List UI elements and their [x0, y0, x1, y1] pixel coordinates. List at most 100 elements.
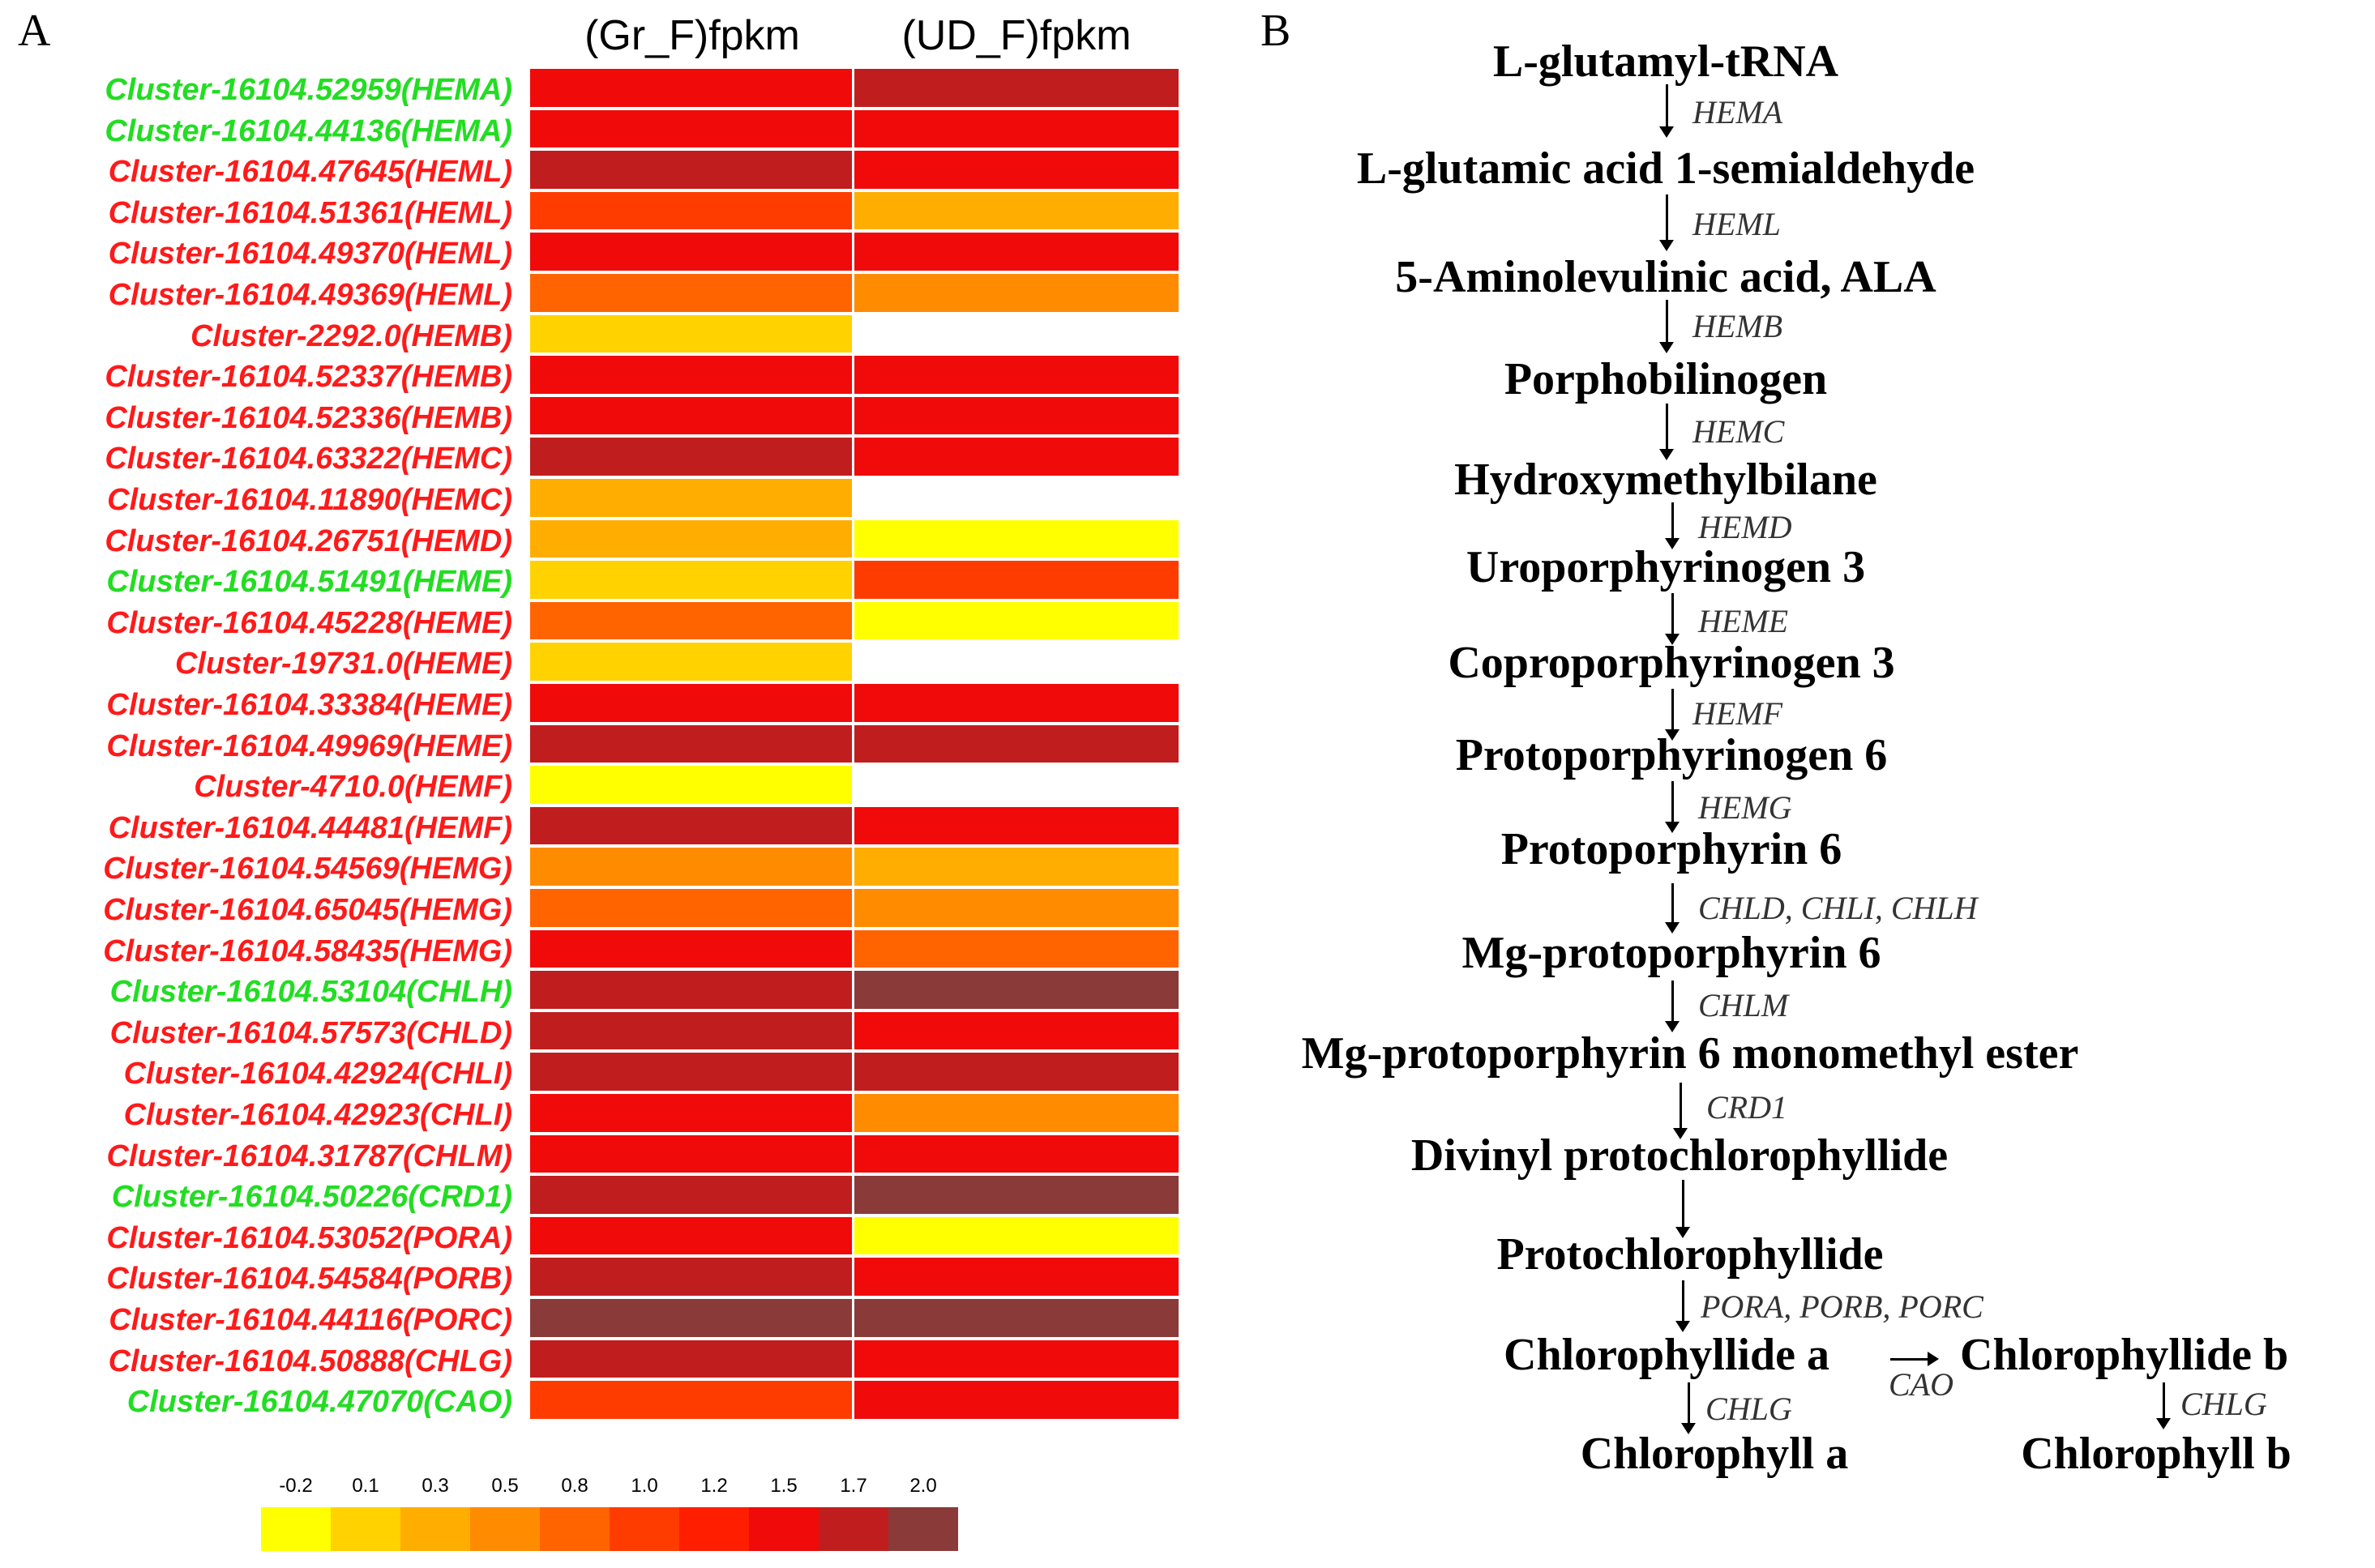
row-label: Cluster-16104.65045(HEMG)	[103, 893, 512, 927]
heatmap-cell	[530, 1216, 852, 1258]
arrow-chl	[1665, 883, 1680, 934]
heatmap-cell	[530, 356, 852, 397]
arrow-hema	[1659, 84, 1674, 138]
heatmap-cell	[530, 1176, 852, 1217]
row-label: Cluster-16104.26751(HEMD)	[105, 523, 512, 558]
arrow-chlg-b	[2156, 1382, 2171, 1429]
enzyme-heml: HEML	[1692, 206, 1781, 242]
heatmap-cell	[530, 889, 852, 930]
row-label: Cluster-16104.49369(HEML)	[108, 278, 512, 312]
heatmap-cell	[854, 356, 1179, 397]
compound-glutamate-semialdehyde: L-glutamic acid 1-semialdehyde	[1356, 143, 1975, 194]
heatmap-cell	[530, 601, 852, 643]
compound-coproporphyrinogen-3: Coproporphyrinogen 3	[1448, 638, 1895, 688]
legend-tick-label: 1.7	[840, 1475, 867, 1497]
legend-tick-label: 1.2	[700, 1475, 728, 1497]
compound-l-glutamyl-trna: L-glutamyl-tRNA	[1492, 36, 1839, 87]
heatmap-cell	[854, 314, 1179, 357]
row-label: Cluster-16104.31787(CHLM)	[106, 1139, 512, 1173]
heatmap-cell	[854, 69, 1179, 110]
compound-chlorophyll-a: Chlorophyll a	[1580, 1429, 1849, 1479]
heatmap-cell	[530, 806, 852, 848]
arrow-hemg	[1665, 781, 1680, 833]
heatmap-cell	[854, 1258, 1179, 1299]
enzyme-cao: CAO	[1889, 1366, 1953, 1403]
heatmap-cell	[854, 191, 1179, 233]
row-label: Cluster-16104.52336(HEMB)	[105, 400, 512, 435]
legend-swatch	[610, 1507, 679, 1551]
heatmap-cell	[854, 1134, 1179, 1177]
heatmap-cell	[530, 684, 852, 725]
heatmap-cell	[854, 519, 1179, 562]
heatmap-cell	[854, 151, 1179, 192]
row-label: Cluster-16104.63322(HEMC)	[105, 442, 512, 476]
heatmap-cell	[530, 1094, 852, 1135]
enzyme-hemd: HEMD	[1698, 509, 1792, 545]
legend-tick-label: -0.2	[279, 1475, 313, 1497]
enzyme-hemg: HEMG	[1698, 789, 1792, 826]
arrow-hemf	[1665, 689, 1680, 741]
heatmap-cell	[530, 1381, 852, 1422]
enzyme-chlm: CHLM	[1698, 987, 1789, 1023]
legend-tick-label: 1.5	[770, 1475, 798, 1497]
compound-mg-protoporphyrin-6-monomethyl-ester: Mg-protoporphyrin 6 monomethyl ester	[1301, 1028, 2079, 1079]
heatmap-cell	[854, 971, 1179, 1012]
heatmap-cell	[854, 396, 1179, 438]
arrow-heml	[1659, 194, 1674, 251]
compound-chlorophyllide-a: Chlorophyllide a	[1504, 1330, 1829, 1380]
enzyme-heme: HEME	[1698, 603, 1789, 639]
row-label: Cluster-19731.0(HEME)	[174, 647, 512, 681]
legend-tick-label: 1.0	[631, 1475, 658, 1497]
row-label: Cluster-16104.57573(CHLD)	[109, 1015, 512, 1050]
row-label: Cluster-16104.52337(HEMB)	[105, 360, 512, 395]
heatmap-cell	[530, 848, 852, 889]
row-label: Cluster-16104.53052(PORA)	[106, 1220, 512, 1255]
enzyme-hemb: HEMB	[1692, 308, 1783, 344]
heatmap-cell	[854, 109, 1179, 152]
heatmap-cell	[530, 191, 852, 233]
heatmap-cell	[530, 1339, 852, 1382]
heatmap-cell	[854, 274, 1179, 315]
arrow-hemc	[1659, 404, 1674, 460]
row-label: Cluster-16104.54584(PORB)	[106, 1262, 512, 1297]
compound-divinyl-protochlorophyllide: Divinyl protochlorophyllide	[1410, 1130, 1949, 1181]
legend-swatch	[679, 1507, 749, 1551]
column-header-gr-f: (Gr_F)fpkm	[584, 12, 800, 59]
arrow-chlg-a	[1681, 1382, 1696, 1434]
legend-swatch	[749, 1507, 819, 1551]
row-label: Cluster-16104.49969(HEME)	[106, 728, 512, 763]
heatmap-cell	[854, 848, 1179, 889]
enzyme-crd1: CRD1	[1706, 1089, 1787, 1126]
arrow-chlm	[1665, 981, 1680, 1032]
heatmap-cell	[854, 1299, 1179, 1340]
heatmap-cell	[530, 929, 852, 972]
compound-hydroxymethylbilane: Hydroxymethylbilane	[1454, 455, 1877, 505]
row-label: Cluster-16104.44116(PORC)	[109, 1303, 512, 1337]
heatmap-cell	[854, 1216, 1179, 1258]
heatmap-cell	[854, 1011, 1179, 1053]
heatmap-cell	[530, 1053, 852, 1094]
arrow-dvr	[1675, 1180, 1690, 1238]
heatmap-cell	[854, 479, 1179, 520]
column-header-ud-f: (UD_F)fpkm	[901, 12, 1132, 59]
enzyme-hemf: HEMF	[1692, 695, 1783, 732]
arrow-hemd	[1665, 502, 1680, 549]
row-label: Cluster-16104.47645(HEML)	[108, 155, 512, 190]
heatmap-cell	[530, 109, 852, 152]
heatmap-cell	[530, 438, 852, 479]
row-label: Cluster-16104.45228(HEME)	[106, 605, 512, 640]
enzyme-hema: HEMA	[1692, 94, 1783, 130]
compound-uroporphyrinogen-3: Uroporphyrinogen 3	[1466, 542, 1866, 592]
arrow-heme	[1665, 593, 1680, 645]
heatmap-cell	[530, 519, 852, 562]
row-label: Cluster-4710.0(HEMF)	[194, 770, 512, 805]
enzyme-pora-porb-porc: PORA, PORB, PORC	[1701, 1288, 1983, 1325]
row-label: Cluster-16104.53104(CHLH)	[109, 975, 512, 1010]
heatmap-cell	[854, 1094, 1179, 1135]
enzyme-hemc: HEMC	[1692, 413, 1785, 450]
row-label: Cluster-16104.44136(HEMA)	[105, 113, 512, 148]
compound-chlorophyllide-b: Chlorophyllide b	[1960, 1330, 2289, 1380]
heatmap-cell	[854, 684, 1179, 725]
heatmap-cell	[854, 1381, 1179, 1422]
